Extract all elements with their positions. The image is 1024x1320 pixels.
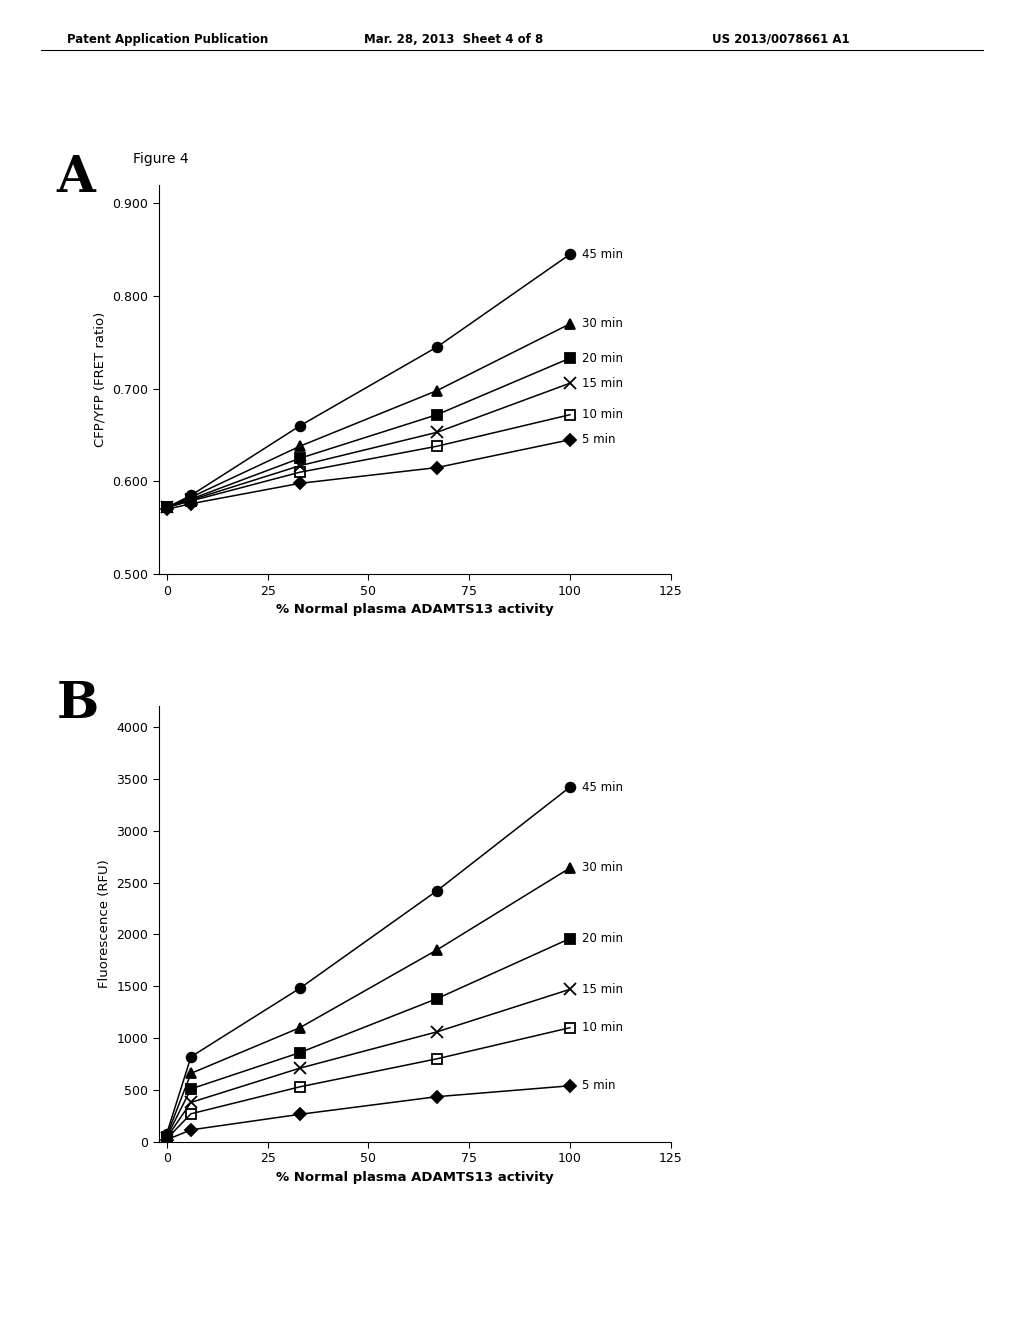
Text: 15 min: 15 min (582, 983, 623, 995)
Text: 10 min: 10 min (582, 408, 623, 421)
Text: US 2013/0078661 A1: US 2013/0078661 A1 (712, 33, 849, 46)
Text: 45 min: 45 min (582, 248, 623, 261)
Text: A: A (56, 153, 95, 203)
X-axis label: % Normal plasma ADAMTS13 activity: % Normal plasma ADAMTS13 activity (275, 603, 554, 616)
Text: 45 min: 45 min (582, 780, 623, 793)
Text: 20 min: 20 min (582, 351, 623, 364)
Text: 5 min: 5 min (582, 1080, 615, 1092)
X-axis label: % Normal plasma ADAMTS13 activity: % Normal plasma ADAMTS13 activity (275, 1171, 554, 1184)
Text: 30 min: 30 min (582, 317, 623, 330)
Text: Patent Application Publication: Patent Application Publication (67, 33, 268, 46)
Text: 5 min: 5 min (582, 433, 615, 446)
Text: B: B (56, 680, 98, 729)
Text: 15 min: 15 min (582, 376, 623, 389)
Y-axis label: CFP/YFP (FRET ratio): CFP/YFP (FRET ratio) (94, 312, 106, 447)
Text: 20 min: 20 min (582, 932, 623, 945)
Text: Figure 4: Figure 4 (133, 152, 188, 166)
Text: 30 min: 30 min (582, 862, 623, 874)
Y-axis label: Fluorescence (RFU): Fluorescence (RFU) (98, 859, 111, 989)
Text: 10 min: 10 min (582, 1022, 623, 1034)
Text: Mar. 28, 2013  Sheet 4 of 8: Mar. 28, 2013 Sheet 4 of 8 (364, 33, 543, 46)
